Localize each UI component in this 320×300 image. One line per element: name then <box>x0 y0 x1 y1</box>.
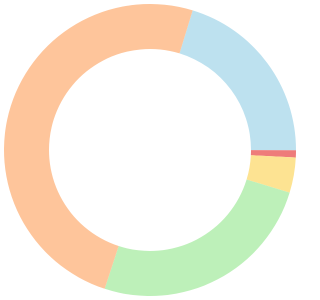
chart <box>4 4 296 296</box>
donut-segment <box>104 179 290 296</box>
donut-segment <box>179 10 296 151</box>
donut-segment <box>246 155 296 193</box>
donut-segment <box>4 4 193 289</box>
donut-segment <box>250 150 296 158</box>
